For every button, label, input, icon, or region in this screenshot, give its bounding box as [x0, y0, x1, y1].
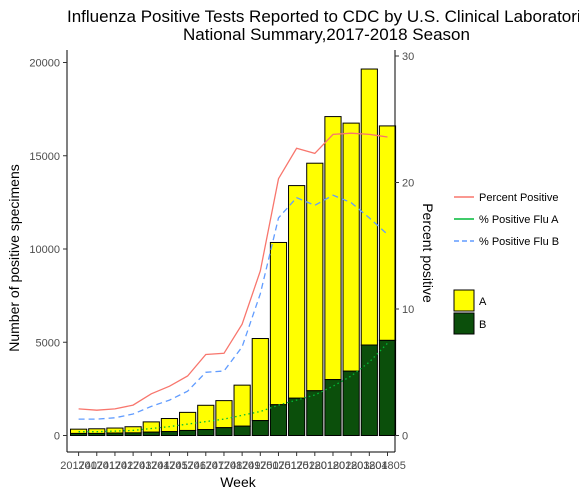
bar-a-201803	[342, 122, 360, 372]
y-tick-label: 10000	[29, 244, 60, 256]
legend-line-label: % Positive Flu B	[479, 236, 559, 248]
bar-a-201804	[360, 68, 378, 346]
x-tick-label: 201741	[78, 460, 115, 472]
x-tick-label: 201748	[206, 460, 243, 472]
y-axis-left-title: Number of positive specimens	[6, 164, 22, 352]
bar-a-201747	[197, 404, 215, 431]
legend-bar-series: AB	[453, 289, 487, 335]
y2-tick-label: 20	[402, 178, 414, 190]
plot-area	[70, 68, 397, 437]
bar-b-201746	[179, 429, 197, 437]
bar-b-201751	[269, 404, 288, 437]
bar-b-201745	[160, 431, 179, 436]
bar-b-201747	[197, 429, 215, 437]
bar-b-201743	[124, 432, 142, 437]
legend-bar-key	[453, 289, 475, 312]
x-tick-label: 201745	[151, 460, 188, 472]
bar-b-201749	[233, 425, 251, 436]
bar-a-201801	[306, 162, 324, 392]
legend-line-label: % Positive Flu A	[479, 214, 559, 226]
bar-b-201744	[142, 431, 160, 437]
bar-a-201751	[269, 241, 288, 406]
y-axis-left-ticks: 0 5000 10000 15000 20000	[29, 58, 67, 443]
chart-title-line-1: Influenza Positive Tests Reported to CDC…	[67, 7, 579, 26]
bar-a-201744	[142, 421, 160, 433]
x-tick-label: 201742	[97, 460, 134, 472]
bar-a-201746	[179, 411, 197, 431]
x-tick-label: 201802	[315, 460, 352, 472]
bar-b-201741	[88, 432, 106, 436]
x-tick-label: 201743	[115, 460, 152, 472]
y-tick-label: 20000	[29, 58, 60, 70]
x-tick-label: 201744	[133, 460, 170, 472]
bar-a-201802	[324, 116, 342, 381]
line-series-0	[78, 132, 388, 411]
legend-line-series: Percent Positive % Positive Flu A % Positi…	[454, 192, 559, 248]
bar-b-201803	[342, 370, 360, 436]
bar-a-201749	[233, 384, 251, 427]
x-tick-label: 201749	[224, 460, 261, 472]
y-tick-label: 15000	[29, 151, 60, 163]
bar-b-201752	[288, 397, 306, 437]
bar-a-201750	[251, 338, 269, 422]
bar-b-201802	[324, 379, 342, 436]
y2-tick-label: 0	[402, 431, 408, 443]
chart-title-line-2: National Summary,2017-2018 Season	[183, 25, 470, 44]
x-tick-label: 201805	[369, 460, 406, 472]
y2-tick-label: 10	[402, 304, 414, 316]
bar-b-201740	[70, 432, 88, 436]
y2-tick-label: 30	[402, 51, 414, 63]
x-tick-label: 201804	[351, 460, 388, 472]
bar-b-201804	[360, 344, 378, 436]
x-tick-label: 201751	[260, 460, 297, 472]
legend-bar-key	[453, 312, 475, 335]
bar-a-201745	[160, 418, 179, 433]
line-series-2	[78, 194, 388, 420]
y-axis-right-title: Percent positive	[420, 203, 436, 303]
x-axis-title: Week	[220, 474, 257, 490]
x-tick-label: 201752	[278, 460, 315, 472]
bar-b-201805	[378, 339, 397, 437]
bar-b-201750	[251, 420, 269, 436]
bar-a-201805	[378, 125, 397, 341]
legend-bar-label: A	[479, 296, 487, 308]
x-tick-label: 201747	[187, 460, 224, 472]
bar-b-201801	[306, 390, 324, 436]
y-tick-label: 0	[54, 431, 60, 443]
x-tick-label: 201803	[333, 460, 370, 472]
y-tick-label: 5000	[36, 337, 60, 349]
x-tick-label: 201746	[169, 460, 206, 472]
bar-b-201742	[106, 432, 124, 437]
x-tick-label: 201750	[242, 460, 279, 472]
x-tick-label: 201801	[296, 460, 333, 472]
legend-bar-label: B	[479, 319, 486, 331]
legend-line-label: Percent Positive	[479, 192, 558, 204]
bar-a-201752	[288, 185, 306, 399]
y-axis-right-ticks: 0 10 20 30	[395, 51, 414, 443]
bar-a-201748	[215, 400, 233, 429]
x-axis-ticks: 2017402017412017422017432017442017452017…	[60, 452, 406, 472]
x-tick-label: 201740	[60, 460, 97, 472]
bar-b-201748	[215, 427, 233, 436]
